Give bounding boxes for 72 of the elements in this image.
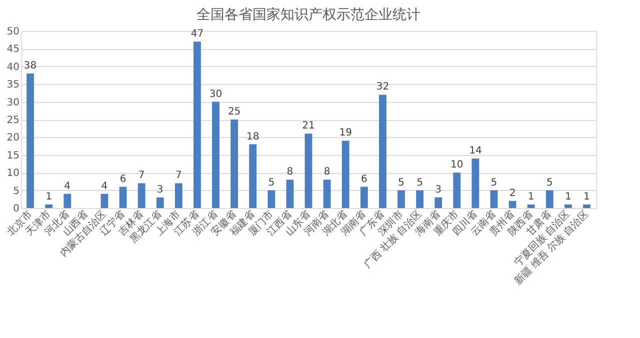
bar — [490, 190, 498, 208]
bar — [416, 190, 424, 208]
bar — [64, 194, 72, 208]
data-label: 25 — [228, 106, 241, 118]
data-label: 2 — [509, 188, 516, 199]
data-label: 10 — [450, 160, 464, 171]
data-label: 5 — [546, 177, 553, 188]
chart-title: 全国各省国家知识产权示范企业统计 — [196, 7, 420, 23]
bar — [304, 134, 312, 208]
bar — [268, 190, 276, 208]
bar — [138, 183, 146, 208]
bar — [583, 204, 590, 208]
data-label: 1 — [46, 191, 52, 202]
data-label: 4 — [101, 180, 108, 192]
data-label: 7 — [175, 170, 182, 182]
bar — [249, 144, 257, 208]
bar — [174, 183, 182, 208]
data-label: 1 — [584, 191, 590, 202]
data-label: 8 — [324, 166, 330, 178]
bar — [378, 94, 386, 208]
data-label: 7 — [138, 170, 145, 182]
y-tick-label: 50 — [6, 26, 20, 38]
y-tick-label: 25 — [6, 115, 20, 126]
bar — [453, 172, 461, 208]
bar — [434, 197, 442, 208]
y-tick-label: 45 — [6, 44, 20, 56]
data-label: 18 — [246, 131, 260, 142]
bar — [212, 102, 220, 208]
bar — [508, 200, 516, 208]
data-label: 3 — [156, 184, 164, 196]
bar — [360, 186, 368, 208]
data-label: 1 — [564, 191, 572, 202]
data-label: 30 — [209, 88, 222, 100]
data-label: 47 — [190, 28, 204, 40]
data-label: 14 — [469, 145, 482, 156]
data-label: 21 — [302, 120, 315, 132]
data-label: 3 — [435, 184, 442, 196]
bar — [194, 42, 201, 208]
bar — [527, 204, 535, 208]
bar — [230, 120, 238, 208]
data-label: 5 — [416, 177, 423, 188]
bar — [26, 73, 34, 208]
data-label: 5 — [398, 177, 404, 188]
data-label: 32 — [376, 82, 390, 93]
bar — [119, 186, 127, 208]
data-label: 8 — [286, 166, 294, 178]
bar — [323, 180, 331, 208]
bar — [45, 204, 53, 208]
bar — [156, 197, 164, 208]
data-label: 6 — [360, 174, 368, 185]
data-label: 5 — [268, 177, 275, 188]
y-tick-label: 15 — [6, 150, 20, 162]
data-label: 5 — [490, 177, 498, 188]
bar — [472, 158, 480, 208]
data-label: 1 — [528, 191, 534, 202]
data-label: 19 — [339, 128, 352, 139]
bar — [286, 180, 294, 208]
bar — [398, 190, 405, 208]
data-label: 4 — [64, 180, 71, 192]
bar — [564, 204, 572, 208]
bar — [100, 194, 108, 208]
bar — [546, 190, 554, 208]
y-tick-label: 35 — [6, 80, 20, 91]
data-label: 38 — [24, 60, 37, 72]
y-tick-label: 40 — [6, 62, 20, 73]
y-tick-label: 0 — [13, 204, 20, 214]
data-label: 6 — [120, 174, 126, 185]
bar — [342, 140, 350, 208]
y-tick-label: 10 — [6, 168, 20, 180]
y-tick-label: 5 — [13, 186, 20, 197]
y-tick-label: 20 — [6, 132, 20, 144]
y-tick-label: 30 — [6, 97, 20, 108]
